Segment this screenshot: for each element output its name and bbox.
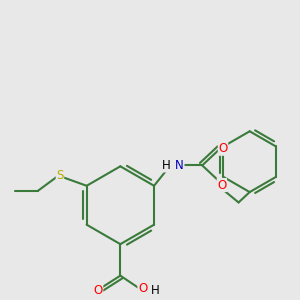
Text: H: H (162, 159, 171, 172)
Text: O: O (94, 284, 103, 297)
Text: O: O (217, 178, 226, 191)
Text: S: S (56, 169, 64, 182)
Text: O: O (218, 142, 228, 155)
Text: O: O (138, 282, 147, 295)
Text: N: N (175, 159, 184, 172)
Text: H: H (151, 284, 160, 297)
